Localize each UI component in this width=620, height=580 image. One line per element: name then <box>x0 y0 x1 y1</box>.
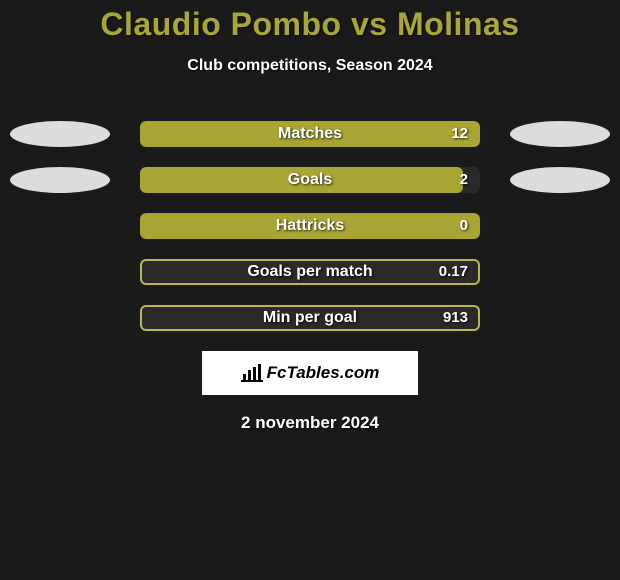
date-label: 2 november 2024 <box>0 413 620 433</box>
source-logo: FcTables.com <box>202 351 418 395</box>
stat-value: 0.17 <box>140 259 468 285</box>
player-left-badge <box>10 167 110 193</box>
player-right-badge <box>510 121 610 147</box>
page-title: Claudio Pombo vs Molinas <box>0 0 620 43</box>
stat-value: 913 <box>140 305 468 331</box>
stat-value: 12 <box>140 121 468 147</box>
stat-row: Matches12 <box>0 121 620 147</box>
stat-row: Goals2 <box>0 167 620 193</box>
subtitle: Club competitions, Season 2024 <box>0 57 620 75</box>
player-left-badge <box>10 121 110 147</box>
stats-list: Matches12 Goals2 Hattricks0 Goals per match… <box>0 121 620 331</box>
logo-text: FcTables.com <box>267 363 380 383</box>
stat-row: Goals per match0.17 <box>0 259 620 285</box>
stat-row: Min per goal913 <box>0 305 620 331</box>
bar-chart-icon <box>241 364 263 382</box>
stat-value: 2 <box>140 167 468 193</box>
stat-row: Hattricks0 <box>0 213 620 239</box>
stat-value: 0 <box>140 213 468 239</box>
comparison-panel: Claudio Pombo vs Molinas Club competitio… <box>0 0 620 580</box>
player-right-badge <box>510 167 610 193</box>
